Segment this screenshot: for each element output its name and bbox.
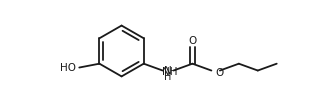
Text: O: O	[215, 68, 223, 78]
Text: NH: NH	[162, 67, 177, 77]
Text: HO: HO	[60, 63, 76, 72]
Text: H: H	[164, 72, 172, 82]
Text: N: N	[164, 66, 172, 76]
Text: O: O	[188, 36, 197, 46]
